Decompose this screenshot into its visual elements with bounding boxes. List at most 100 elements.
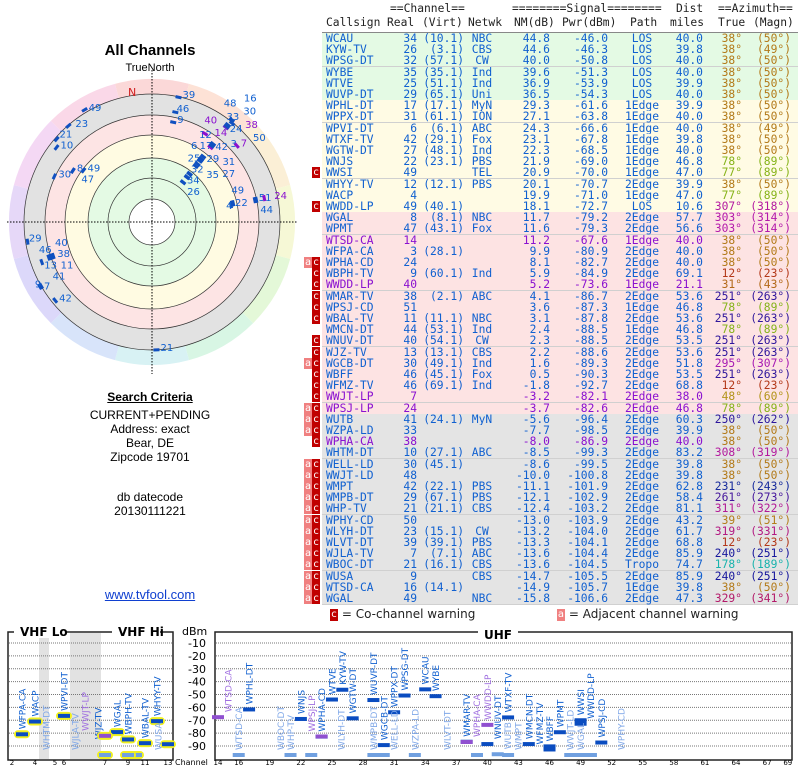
table-row[interactable]: WFPA-CA 3 (28.1) 9.9 -80.9 2Edge 40.0 38° (50°) <box>322 246 798 258</box>
table-row[interactable]: WUSA 9 CBS -14.7 -105.5 2Edge 85.9 240° (251°) <box>322 570 798 583</box>
polar-station-marker[interactable] <box>80 167 87 174</box>
spectrum-station-marker[interactable] <box>408 753 421 757</box>
tvfool-link[interactable]: www.tvfool.com <box>104 587 196 602</box>
polar-station-marker[interactable] <box>223 123 230 130</box>
polar-station-marker[interactable] <box>69 167 76 174</box>
table-row[interactable]: WPSG-DT 32 (57.1) CW 40.0 -50.8 LOS 40.0 38° (50°… <box>322 55 798 68</box>
polar-station-marker[interactable] <box>209 140 217 147</box>
polar-station-marker[interactable] <box>25 238 30 245</box>
polar-station-marker[interactable] <box>183 173 191 180</box>
polar-station-marker[interactable] <box>196 157 204 164</box>
spectrum-station-marker[interactable] <box>232 753 245 757</box>
polar-station-marker[interactable] <box>179 179 187 186</box>
spectrum-station-marker[interactable] <box>122 737 134 742</box>
spectrum-station-marker[interactable] <box>325 697 338 702</box>
spectrum-station-marker[interactable] <box>471 753 483 757</box>
polar-station-marker[interactable] <box>46 254 52 261</box>
spectrum-station-marker[interactable] <box>481 742 494 747</box>
table-row[interactable]: WLYH-DT 23 (15.1) CW -13.2 -104.0 2Edge 61.7 319… <box>322 526 798 538</box>
spectrum-station-marker[interactable] <box>162 742 174 747</box>
table-row[interactable]: WBFF 46 (45.1) Fox 0.5 -90.3 2Edge 53.5 251° (263… <box>322 369 798 381</box>
table-row[interactable]: WGAL 49 NBC -15.8 -106.6 2Edge 47.3 329° (341°) <box>322 593 798 605</box>
polar-station-marker[interactable] <box>199 153 207 160</box>
table-row[interactable]: WACP 4 19.9 -71.0 1Edge 47.0 77° (89°) <box>322 190 798 202</box>
polar-station-marker[interactable] <box>172 110 179 115</box>
polar-station-marker[interactable] <box>208 142 215 149</box>
spectrum-station-marker[interactable] <box>58 713 70 718</box>
spectrum-station-marker[interactable] <box>429 694 442 699</box>
spectrum-station-marker[interactable] <box>584 753 597 757</box>
polar-station-marker[interactable] <box>53 144 60 151</box>
polar-station-marker[interactable] <box>51 173 57 180</box>
table-row[interactable]: WMPB-DT 29 (67.1) PBS -12.1 -102.9 2Edge 58.4 26… <box>322 492 798 505</box>
spectrum-station-marker[interactable] <box>553 730 566 735</box>
spectrum-station-marker[interactable] <box>294 716 307 721</box>
polar-station-marker[interactable] <box>52 297 59 304</box>
polar-station-marker[interactable] <box>65 122 72 129</box>
polar-station-marker[interactable] <box>254 196 259 204</box>
spectrum-station-marker[interactable] <box>460 740 473 745</box>
polar-station-marker[interactable] <box>198 155 205 162</box>
spectrum-station-marker[interactable] <box>543 747 556 752</box>
spectrum-station-marker[interactable] <box>284 753 297 757</box>
table-row[interactable]: WTSD-CA 16 (14.1) -14.9 -105.7 1Edge 39.8 38° (5… <box>322 582 798 594</box>
spectrum-station-marker[interactable] <box>16 732 28 737</box>
spectrum-station-marker[interactable] <box>212 715 224 720</box>
polar-station-marker[interactable] <box>194 160 201 167</box>
table-row[interactable]: WFMZ-TV 46 (69.1) Ind -1.8 -92.7 2Edge 68.8 12° (… <box>322 380 798 393</box>
polar-station-marker[interactable] <box>169 120 177 125</box>
polar-station-marker[interactable] <box>81 106 88 113</box>
spectrum-station-marker[interactable] <box>305 753 318 757</box>
table-row[interactable]: WLVT-DT 39 (39.1) PBS -13.3 -104.1 2Edge 68.8 12… <box>322 537 798 549</box>
spectrum-station-marker[interactable] <box>346 716 359 721</box>
spectrum-station-marker[interactable] <box>151 719 163 724</box>
table-row[interactable]: WUTB 41 (24.1) MyN -5.6 -96.4 2Edge 60.3 250° (26… <box>322 414 798 426</box>
polar-station-marker[interactable] <box>252 196 257 204</box>
spectrum-station-marker[interactable] <box>419 687 432 692</box>
spectrum-station-marker[interactable] <box>543 744 556 749</box>
polar-station-marker[interactable] <box>37 283 43 291</box>
spectrum-station-marker[interactable] <box>139 741 151 746</box>
spectrum-station-marker[interactable] <box>377 753 390 757</box>
spectrum-station-marker[interactable] <box>29 719 41 724</box>
polar-station-marker[interactable] <box>262 194 267 202</box>
spectrum-station-marker[interactable] <box>367 753 380 757</box>
spectrum-station-marker[interactable] <box>595 740 608 745</box>
spectrum-station-marker[interactable] <box>564 753 577 757</box>
polar-station-marker[interactable] <box>39 258 45 266</box>
spectrum-station-marker[interactable] <box>315 734 328 739</box>
spectrum-station-marker[interactable] <box>398 693 411 698</box>
polar-station-marker[interactable] <box>228 116 236 123</box>
polar-station-marker[interactable] <box>192 163 199 170</box>
polar-station-marker[interactable] <box>228 120 236 127</box>
table-row[interactable]: WWJT-LP 7 -3.2 -82.1 2Edge 38.0 48° (60°) <box>322 391 798 404</box>
table-row[interactable]: WHTM-DT 10 (27.1) ABC -8.5 -99.3 2Edge 83.2 308°… <box>322 447 798 460</box>
spectrum-station-marker[interactable] <box>377 743 390 748</box>
polar-station-marker[interactable] <box>207 144 214 151</box>
polar-station-marker[interactable] <box>231 199 236 207</box>
spectrum-station-marker[interactable] <box>574 718 587 723</box>
spectrum-station-marker[interactable] <box>522 742 535 747</box>
table-row[interactable]: WTVE 25 (51.1) Ind 36.9 -53.9 LOS 39.9 38° (50°) <box>322 78 798 90</box>
polar-station-marker[interactable] <box>233 142 240 149</box>
polar-station-marker[interactable] <box>53 135 60 143</box>
polar-station-marker[interactable] <box>48 253 54 261</box>
table-row[interactable]: WPMT 47 (43.1) Fox 11.6 -79.3 2Edge 56.6 303° (31… <box>322 223 798 236</box>
spectrum-station-marker[interactable] <box>574 721 587 726</box>
table-row[interactable]: WHP-TV 21 (21.1) CBS -12.4 -103.2 2Edge 81.1 311… <box>322 503 798 516</box>
spectrum-station-marker[interactable] <box>502 715 515 720</box>
polar-station-marker[interactable] <box>186 170 194 177</box>
spectrum-station-marker[interactable] <box>99 733 111 738</box>
spectrum-station-marker[interactable] <box>574 753 587 757</box>
polar-station-marker[interactable] <box>201 130 209 137</box>
spectrum-station-marker[interactable] <box>502 753 515 757</box>
spectrum-station-marker[interactable] <box>122 753 134 757</box>
spectrum-station-marker[interactable] <box>481 722 494 727</box>
polar-station-marker[interactable] <box>224 121 232 128</box>
polar-station-marker[interactable] <box>175 95 182 100</box>
table-row[interactable]: WMPT 42 (22.1) PBS -11.1 -101.9 2Edge 62.8 231° (… <box>322 481 798 493</box>
spectrum-station-marker[interactable] <box>367 698 380 703</box>
spectrum-station-marker[interactable] <box>111 730 123 735</box>
spectrum-station-marker[interactable] <box>336 687 349 692</box>
table-row[interactable]: WYBE 35 (35.1) Ind 39.6 -51.3 LOS 40.0 38° (50°) <box>322 66 798 79</box>
